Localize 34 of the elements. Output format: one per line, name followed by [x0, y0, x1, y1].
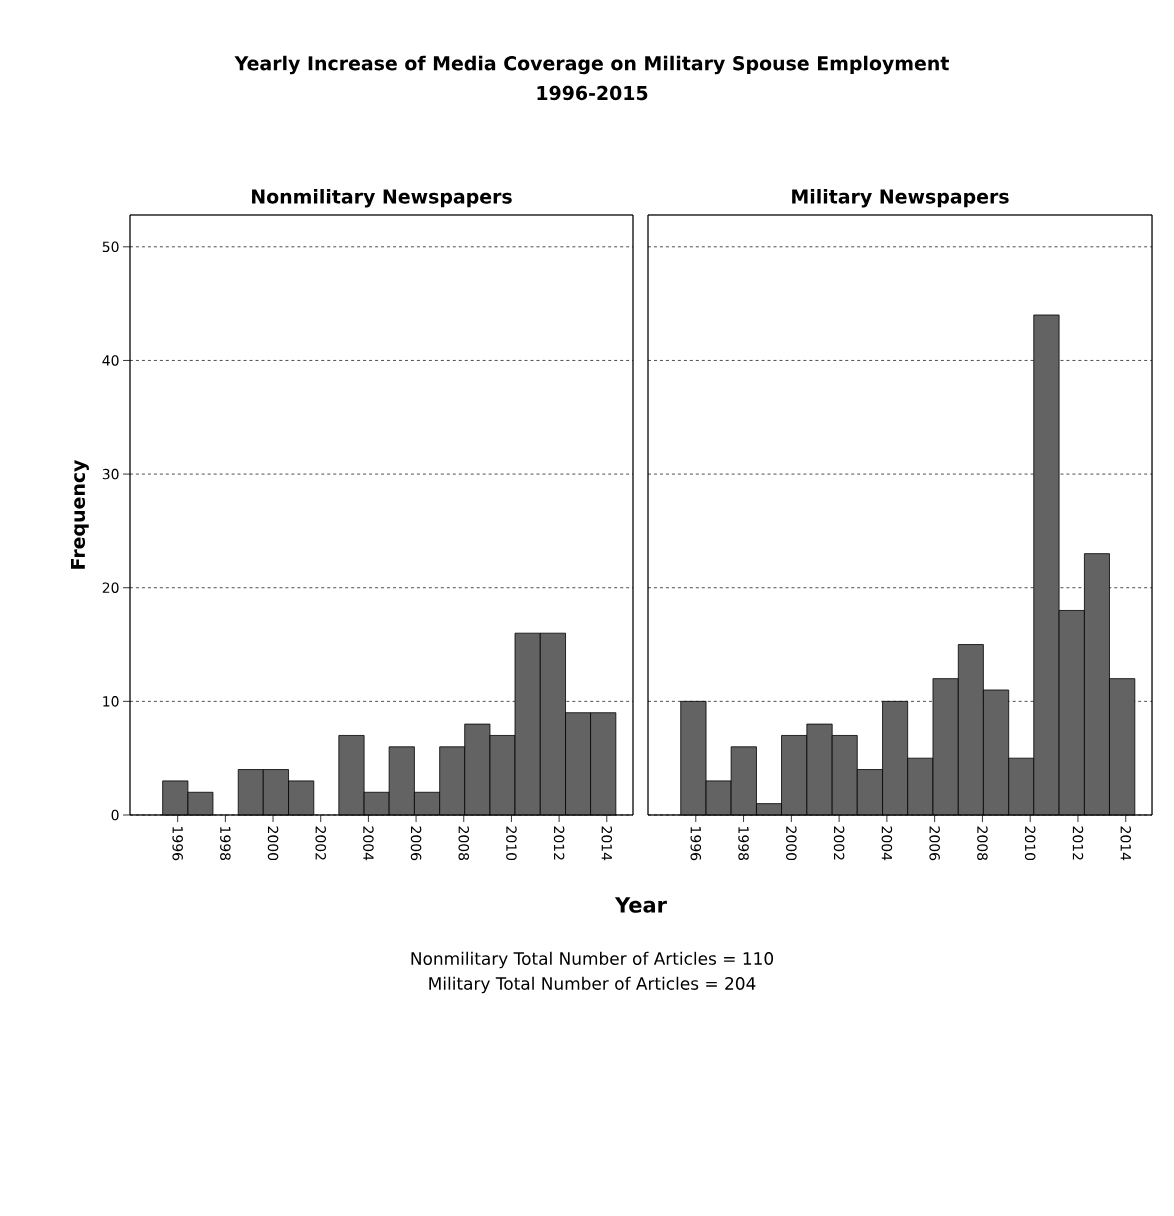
x-tick-label: 1998 — [738, 827, 749, 861]
x-tick-label: 2006 — [410, 826, 422, 861]
y-tick-label: 40 — [102, 355, 119, 366]
y-tick-label: 20 — [102, 582, 119, 593]
y-axis-title: Frequency — [71, 459, 89, 569]
y-tick-label: 50 — [102, 241, 119, 253]
x-tick-label: 1998 — [220, 827, 231, 861]
x-tick-label: 2014 — [1120, 826, 1132, 861]
x-tick-label: 1996 — [172, 827, 183, 861]
x-tick-label: 2008 — [458, 826, 470, 861]
x-axis-title: Year — [614, 897, 667, 913]
x-tick-label: 1996 — [690, 827, 702, 861]
x-tick-label: 2008 — [977, 826, 988, 861]
x-tick-label: 2010 — [1024, 826, 1036, 861]
text: Yearly Increase of Media Coverage on Military Spouse Employment — [234, 55, 949, 75]
chart-title: Nonmilitary Newspapers — [252, 189, 512, 208]
x-tick-label: 2002 — [833, 826, 845, 860]
x-tick-label: 2004 — [881, 826, 893, 861]
text: Military Total Number of Articles = 204 — [429, 976, 756, 994]
x-tick-label: 2000 — [786, 826, 797, 861]
y-tick-label: 30 — [102, 468, 119, 480]
y-tick-label: 0 — [111, 809, 119, 821]
x-tick-label: 2014 — [601, 826, 613, 861]
x-tick-label: 2006 — [929, 826, 940, 861]
text: Nonmilitary Total Number of Articles = 110 — [411, 951, 774, 969]
chart-title: Military Newspapers — [792, 189, 1009, 208]
x-tick-label: 2012 — [553, 826, 565, 860]
x-tick-label: 2012 — [1072, 826, 1084, 860]
text: 1996-2015 — [537, 85, 648, 101]
x-tick-label: 2002 — [315, 826, 326, 860]
x-tick-label: 2000 — [267, 826, 279, 861]
x-tick-label: 2010 — [506, 826, 517, 861]
y-tick-label: 10 — [103, 696, 119, 707]
x-tick-label: 2004 — [363, 826, 374, 861]
